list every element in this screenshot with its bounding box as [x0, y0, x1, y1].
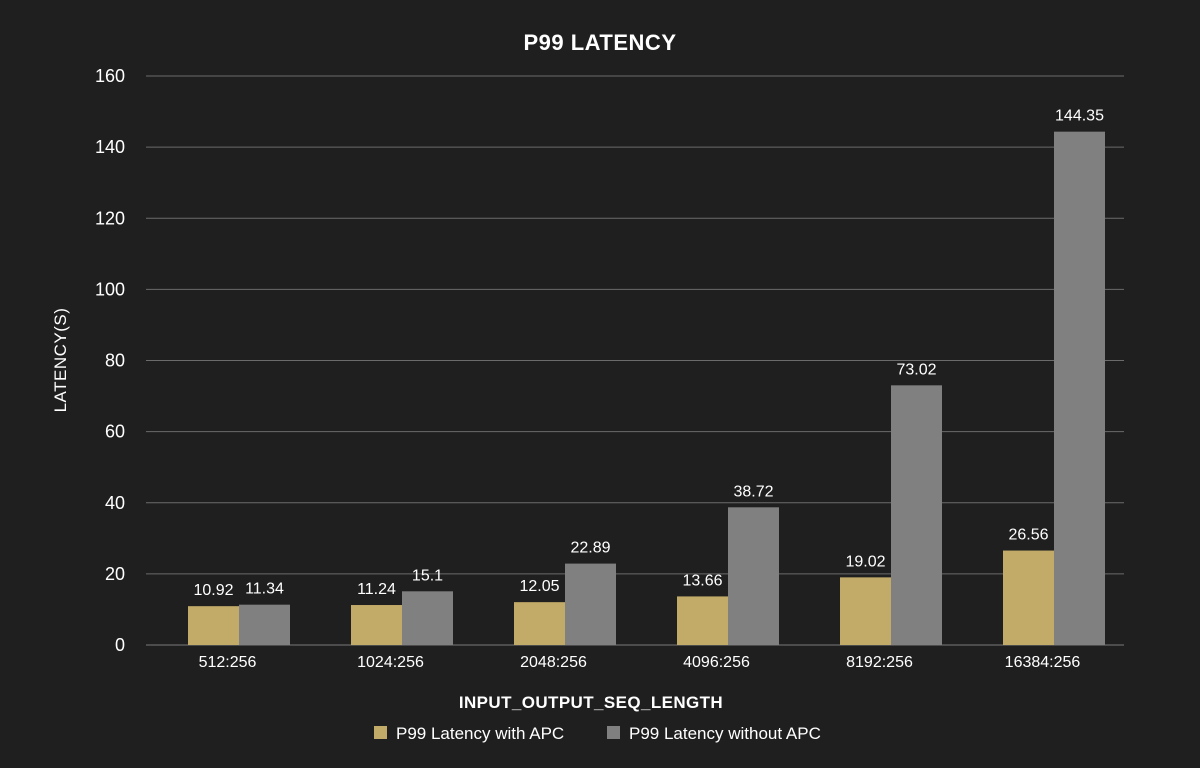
- data-label-without-apc: 22.89: [570, 540, 610, 557]
- bar-with-apc: [840, 577, 891, 645]
- data-label-without-apc: 38.72: [733, 483, 773, 500]
- data-label-with-apc: 26.56: [1008, 527, 1048, 544]
- data-label-without-apc: 73.02: [896, 361, 936, 378]
- data-label-without-apc: 15.1: [412, 567, 443, 584]
- legend-item-with-apc: P99 Latency with APC: [374, 724, 564, 743]
- data-label-with-apc: 12.05: [519, 578, 559, 595]
- legend-item-without-apc: P99 Latency without APC: [607, 724, 821, 743]
- chart-title: P99 LATENCY: [523, 30, 676, 55]
- bar-without-apc: [891, 385, 942, 645]
- legend-label-with-apc: P99 Latency with APC: [396, 724, 564, 743]
- y-tick-label: 80: [105, 351, 125, 371]
- grid-layer: [146, 75, 1124, 646]
- data-label-with-apc: 19.02: [845, 553, 885, 570]
- x-tick-label: 8192:256: [846, 654, 913, 671]
- bar-with-apc: [188, 606, 239, 645]
- bar-without-apc: [239, 604, 290, 645]
- data-label-with-apc: 13.66: [682, 572, 722, 589]
- data-labels-layer: 10.92 11.34 11.24 15.1 12.05 22.89 13.66 38.72 1…: [193, 108, 1104, 600]
- bar-without-apc: [1054, 131, 1105, 645]
- bar-with-apc: [514, 602, 565, 645]
- data-label-with-apc: 11.24: [357, 581, 396, 598]
- y-tick-label: 120: [95, 208, 125, 228]
- bar-without-apc: [728, 507, 779, 645]
- y-ticks-layer: 0 20 40 60 80 100 120 140 160: [95, 66, 125, 655]
- legend-swatch-with-apc: [374, 726, 387, 739]
- y-tick-label: 100: [95, 279, 125, 299]
- bar-with-apc: [677, 596, 728, 645]
- y-tick-label: 20: [105, 564, 125, 584]
- bars-layer: [188, 131, 1105, 645]
- legend: P99 Latency with APC P99 Latency without…: [374, 724, 821, 743]
- y-tick-label: 140: [95, 137, 125, 157]
- x-ticks-layer: 512:256 1024:256 2048:256 4096:256 8192:256 1…: [199, 654, 1081, 671]
- x-tick-label: 4096:256: [683, 654, 750, 671]
- legend-swatch-without-apc: [607, 726, 620, 739]
- y-tick-label: 160: [95, 66, 125, 86]
- x-tick-label: 512:256: [199, 654, 257, 671]
- x-tick-label: 16384:256: [1005, 654, 1081, 671]
- y-axis-title: LATENCY(S): [51, 308, 70, 413]
- bar-with-apc: [1003, 550, 1054, 645]
- x-axis-title: INPUT_OUTPUT_SEQ_LENGTH: [459, 693, 723, 712]
- data-label-without-apc: 144.35: [1055, 108, 1104, 125]
- bar-without-apc: [565, 563, 616, 645]
- y-tick-label: 0: [115, 635, 125, 655]
- data-label-without-apc: 11.34: [245, 581, 284, 598]
- y-tick-label: 40: [105, 493, 125, 513]
- data-label-with-apc: 10.92: [193, 582, 233, 599]
- x-tick-label: 2048:256: [520, 654, 587, 671]
- y-tick-label: 60: [105, 422, 125, 442]
- bar-without-apc: [402, 591, 453, 645]
- legend-label-without-apc: P99 Latency without APC: [629, 724, 821, 743]
- bar-with-apc: [351, 605, 402, 645]
- x-tick-label: 1024:256: [357, 654, 424, 671]
